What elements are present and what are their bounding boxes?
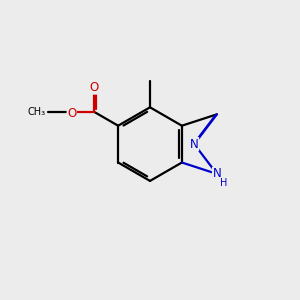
Text: N: N bbox=[190, 138, 199, 151]
Text: N: N bbox=[212, 167, 221, 180]
Text: H: H bbox=[220, 178, 227, 188]
Text: CH₃: CH₃ bbox=[28, 107, 46, 117]
Text: O: O bbox=[67, 107, 76, 120]
Text: O: O bbox=[89, 81, 98, 94]
